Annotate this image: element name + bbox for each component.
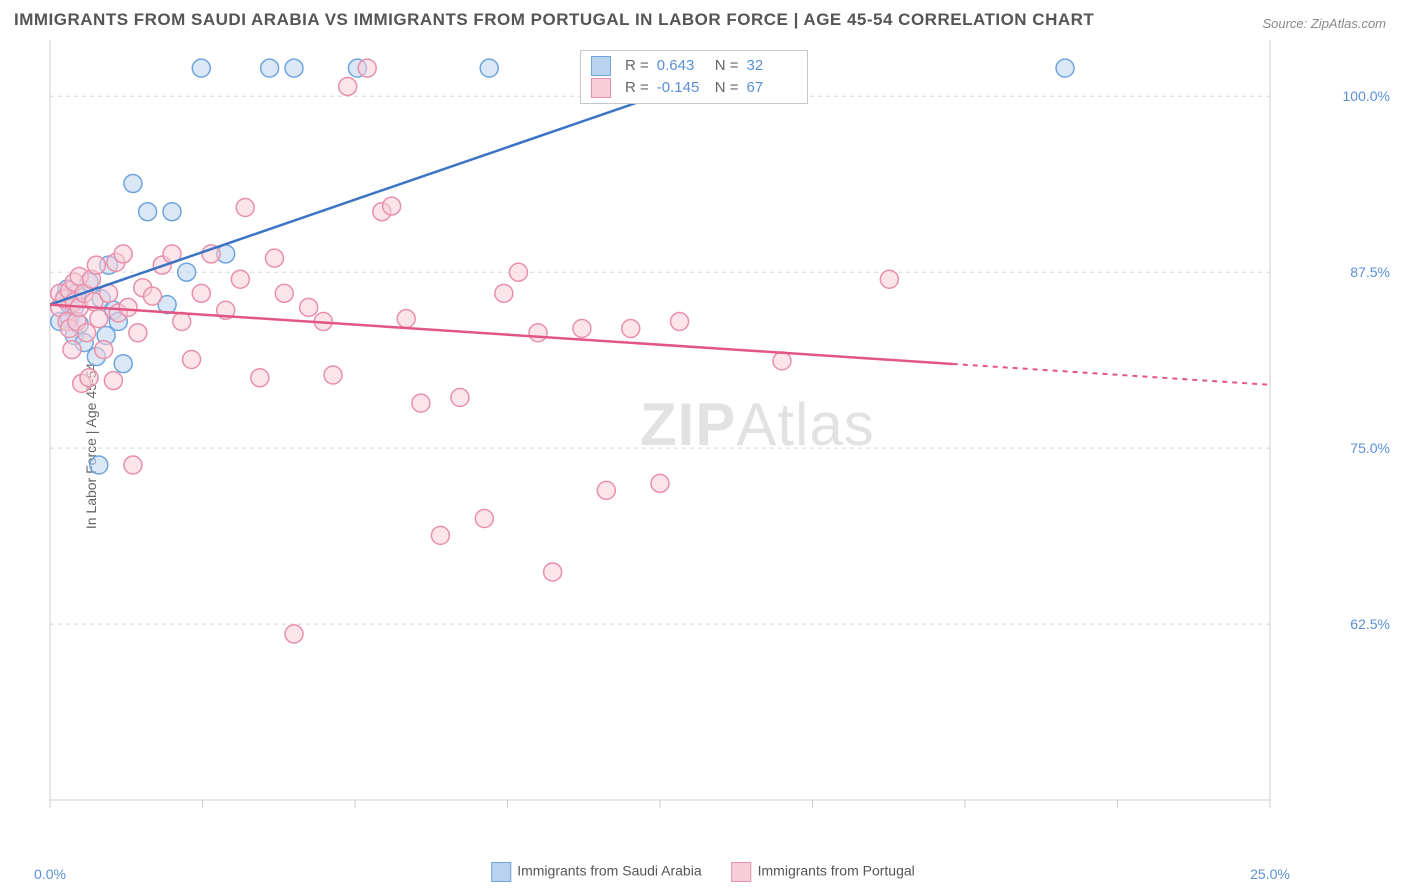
legend-r-value: -0.145	[657, 77, 707, 99]
legend-swatch	[732, 862, 752, 882]
chart-title: IMMIGRANTS FROM SAUDI ARABIA VS IMMIGRAN…	[14, 10, 1094, 30]
source-attribution: Source: ZipAtlas.com	[1262, 16, 1386, 31]
series-legend-item: Immigrants from Saudi Arabia	[491, 862, 701, 882]
y-tick-label: 62.5%	[1350, 616, 1390, 632]
legend-n-label: N =	[715, 77, 739, 99]
legend-n-value: 32	[747, 55, 797, 77]
y-tick-label: 75.0%	[1350, 440, 1390, 456]
correlation-legend: R = 0.643 N = 32 R = -0.145 N = 67	[580, 50, 808, 104]
legend-swatch	[591, 56, 611, 76]
chart-container: IMMIGRANTS FROM SAUDI ARABIA VS IMMIGRAN…	[0, 0, 1406, 892]
x-tick-label: 25.0%	[1250, 866, 1290, 882]
y-tick-label: 100.0%	[1343, 88, 1390, 104]
y-tick-label: 87.5%	[1350, 264, 1390, 280]
legend-r-value: 0.643	[657, 55, 707, 77]
correlation-legend-row: R = -0.145 N = 67	[591, 77, 797, 99]
correlation-legend-row: R = 0.643 N = 32	[591, 55, 797, 77]
legend-n-label: N =	[715, 55, 739, 77]
legend-r-label: R =	[625, 55, 649, 77]
series-name: Immigrants from Portugal	[758, 863, 915, 879]
x-tick-label: 0.0%	[34, 866, 66, 882]
legend-n-value: 67	[747, 77, 797, 99]
legend-r-label: R =	[625, 77, 649, 99]
series-legend: Immigrants from Saudi Arabia Immigrants f…	[491, 862, 915, 882]
series-legend-item: Immigrants from Portugal	[732, 862, 915, 882]
legend-swatch	[591, 78, 611, 98]
scatter-chart	[40, 40, 1330, 840]
legend-swatch	[491, 862, 511, 882]
series-name: Immigrants from Saudi Arabia	[517, 863, 701, 879]
